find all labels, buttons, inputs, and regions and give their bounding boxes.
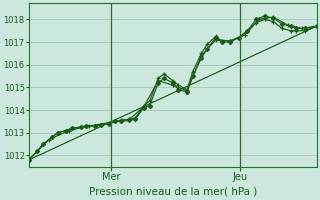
X-axis label: Pression niveau de la mer( hPa ): Pression niveau de la mer( hPa )	[89, 187, 257, 197]
